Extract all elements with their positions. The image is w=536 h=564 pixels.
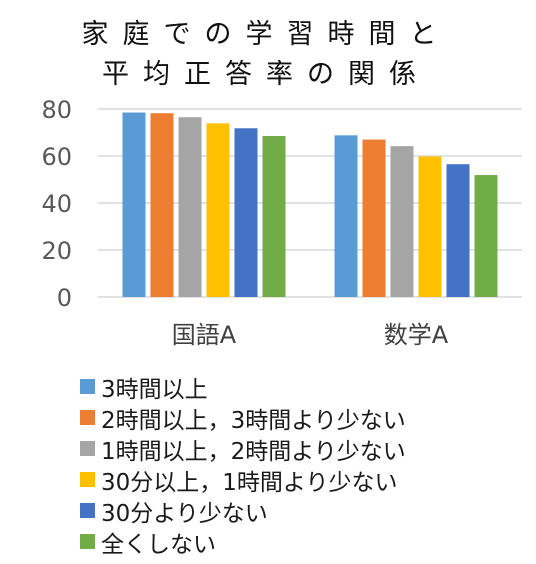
x-category-label: 数学A [384,321,449,349]
bar [334,135,358,297]
bar [234,128,258,297]
bar [262,136,286,297]
bar [418,156,442,297]
legend-label: 30分より少ない [101,500,268,527]
bar [362,139,386,297]
bar [474,175,498,297]
legend-swatch [80,503,95,518]
bar-chart: 0 20 40 60 80 国語A 数学A [41,96,522,349]
y-tick-label: 60 [41,143,72,171]
y-tick-label: 20 [41,237,72,265]
bar [206,123,230,298]
chart-title-line-1: 家庭での学習時間と [81,19,451,50]
legend-label: 30分以上，1時間より少ない [101,469,398,496]
y-tick-label: 0 [57,284,72,312]
legend-item: 全くしない [80,526,530,558]
chart-title-line-2: 平均正答率の関係 [102,59,430,90]
y-tick-label: 40 [41,190,72,218]
legend-swatch [80,472,95,487]
legend-label: 全くしない [101,531,216,558]
legend-label: 3時間以上 [101,376,208,403]
bar [178,117,202,297]
legend-swatch [80,379,95,394]
legend-item: 30分より少ない [80,495,530,527]
legend-label: 2時間以上，3時間より少ない [101,407,406,434]
legend-item: 30分以上，1時間より少ない [80,464,530,496]
bar [390,146,414,297]
bar [446,164,470,297]
y-tick-label: 80 [41,96,72,124]
legend-item: 3時間以上 [80,371,530,403]
legend-swatch [80,534,95,549]
legend-item: 2時間以上，3時間より少ない [80,402,530,434]
bar [122,112,146,298]
legend-item: 1時間以上，2時間より少ない [80,433,530,465]
bar [150,113,174,297]
legend-swatch [80,441,95,456]
legend-label: 1時間以上，2時間より少ない [101,438,406,465]
chart-legend: 3時間以上 2時間以上，3時間より少ない 1時間以上，2時間より少ない 30分以上，1… [80,371,530,558]
legend-swatch [80,410,95,425]
x-category-label: 国語A [172,321,237,349]
